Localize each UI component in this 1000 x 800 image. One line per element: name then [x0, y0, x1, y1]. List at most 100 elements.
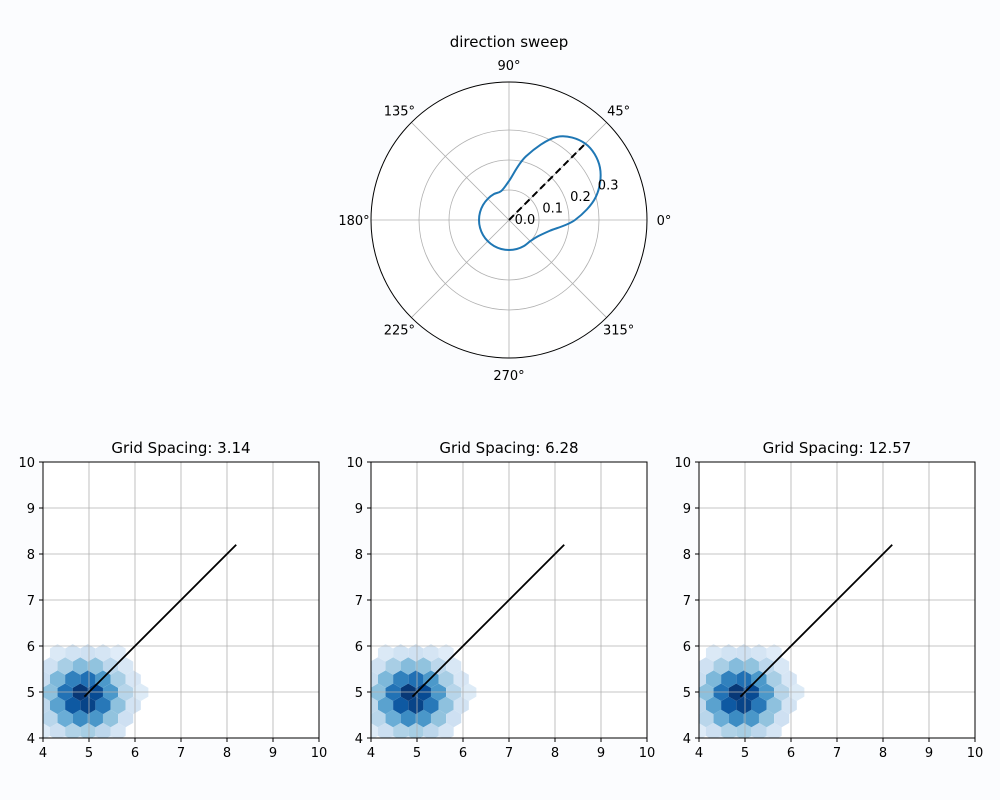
density-cell [736, 696, 752, 715]
density-cell [91, 735, 99, 738]
x-tick-label: 10 [311, 746, 328, 761]
polar-series-curve [477, 135, 602, 252]
density-cell [430, 709, 447, 728]
density-cell [371, 696, 378, 714]
polar-theta-tick-label: 270° [493, 369, 524, 384]
density-cell [721, 696, 737, 715]
density-cell [705, 722, 722, 738]
y-tick-label: 10 [18, 456, 35, 471]
y-tick-label: 9 [27, 502, 35, 517]
y-tick-label: 7 [683, 594, 691, 609]
density-cell [125, 670, 141, 688]
trajectory-line [739, 544, 893, 698]
panel-2-title: Grid Spacing: 6.28 [439, 439, 578, 457]
x-tick-label: 6 [787, 746, 795, 761]
y-tick-label: 8 [355, 548, 363, 563]
polar-series [477, 135, 602, 252]
density-cell [80, 722, 96, 738]
density-cell [72, 709, 88, 728]
density-cell [438, 722, 454, 738]
x-tick-label: 9 [925, 746, 933, 761]
density-cell [781, 696, 797, 715]
density-cell [438, 644, 454, 662]
density-cell [377, 644, 394, 662]
density-cell [699, 709, 714, 728]
density-cell [408, 644, 424, 662]
density-cell [705, 644, 722, 662]
x-tick-label: 7 [505, 746, 513, 761]
density-cell [57, 657, 73, 675]
density-cell [118, 709, 134, 728]
density-cell [43, 723, 50, 738]
density-cell [705, 696, 722, 715]
polar-r-tick-label: 0.1 [542, 202, 563, 217]
density-cell [766, 670, 782, 688]
polar-theta-gridline [411, 219, 510, 318]
density-cell [393, 696, 409, 715]
density-cell [400, 709, 416, 728]
x-tick-label: 4 [39, 746, 47, 761]
density-cell [713, 657, 729, 675]
density-cell [728, 709, 744, 728]
y-tick-label: 10 [346, 456, 363, 471]
polar-theta-gridline [508, 219, 607, 318]
density-cell [728, 657, 744, 675]
x-tick-label: 9 [597, 746, 605, 761]
polar-theta-tick-label: 315° [603, 324, 634, 339]
x-tick-label: 6 [131, 746, 139, 761]
density-cell [446, 657, 462, 675]
polar-frame [370, 81, 648, 359]
polar-theta-labels: 0° 45° 90° 135° 180° 225° 270° 315° [338, 59, 671, 384]
density-cell [377, 670, 394, 688]
density-cell [408, 722, 424, 738]
polar-chart: direction sweep 0° 45° 90° 135° 180° 225° 270°… [338, 33, 671, 384]
density-cell [400, 657, 416, 675]
density-cell [95, 696, 111, 715]
density-cell [80, 644, 96, 662]
density-cell [43, 696, 50, 714]
density-cell [110, 696, 126, 715]
y-tick-label: 7 [27, 594, 35, 609]
density-cell [423, 644, 439, 662]
y-tick-label: 4 [355, 732, 363, 747]
density-cell [61, 735, 69, 738]
density-cell [747, 735, 755, 738]
polar-theta-gridline [411, 122, 510, 221]
x-tick-label: 10 [639, 746, 656, 761]
density-cell [371, 723, 378, 738]
x-tick-label: 8 [551, 746, 559, 761]
density-cell [95, 722, 111, 738]
density-cell [65, 696, 81, 715]
density-cell [355, 710, 370, 727]
polar-r-tick-label: 0.3 [598, 179, 619, 194]
density-cells [43, 644, 149, 738]
density-cell [110, 670, 126, 688]
density-cell [393, 644, 409, 662]
density-cell [758, 657, 775, 675]
density-cell [415, 709, 431, 728]
density-cell [430, 657, 447, 675]
polar-theta-tick-label: 90° [497, 59, 520, 74]
density-cell [49, 670, 66, 688]
density-cell [65, 644, 81, 662]
density-cell [102, 657, 119, 675]
density-cell [389, 735, 397, 738]
density-cell [49, 722, 66, 738]
density-cell [385, 709, 401, 728]
density-cell [758, 709, 775, 728]
density-cell [438, 696, 454, 715]
density-cell [717, 735, 725, 738]
density-cells [355, 644, 477, 738]
density-cell [43, 709, 58, 728]
density-cell [106, 735, 115, 738]
density-cells [683, 644, 805, 738]
density-cell [699, 696, 706, 714]
density-cell [766, 722, 782, 738]
polar-grid [371, 82, 647, 358]
y-tick-label: 4 [27, 732, 35, 747]
density-cell [713, 709, 729, 728]
density-cell [683, 657, 698, 674]
density-cell [408, 696, 424, 715]
density-cell [49, 696, 66, 715]
